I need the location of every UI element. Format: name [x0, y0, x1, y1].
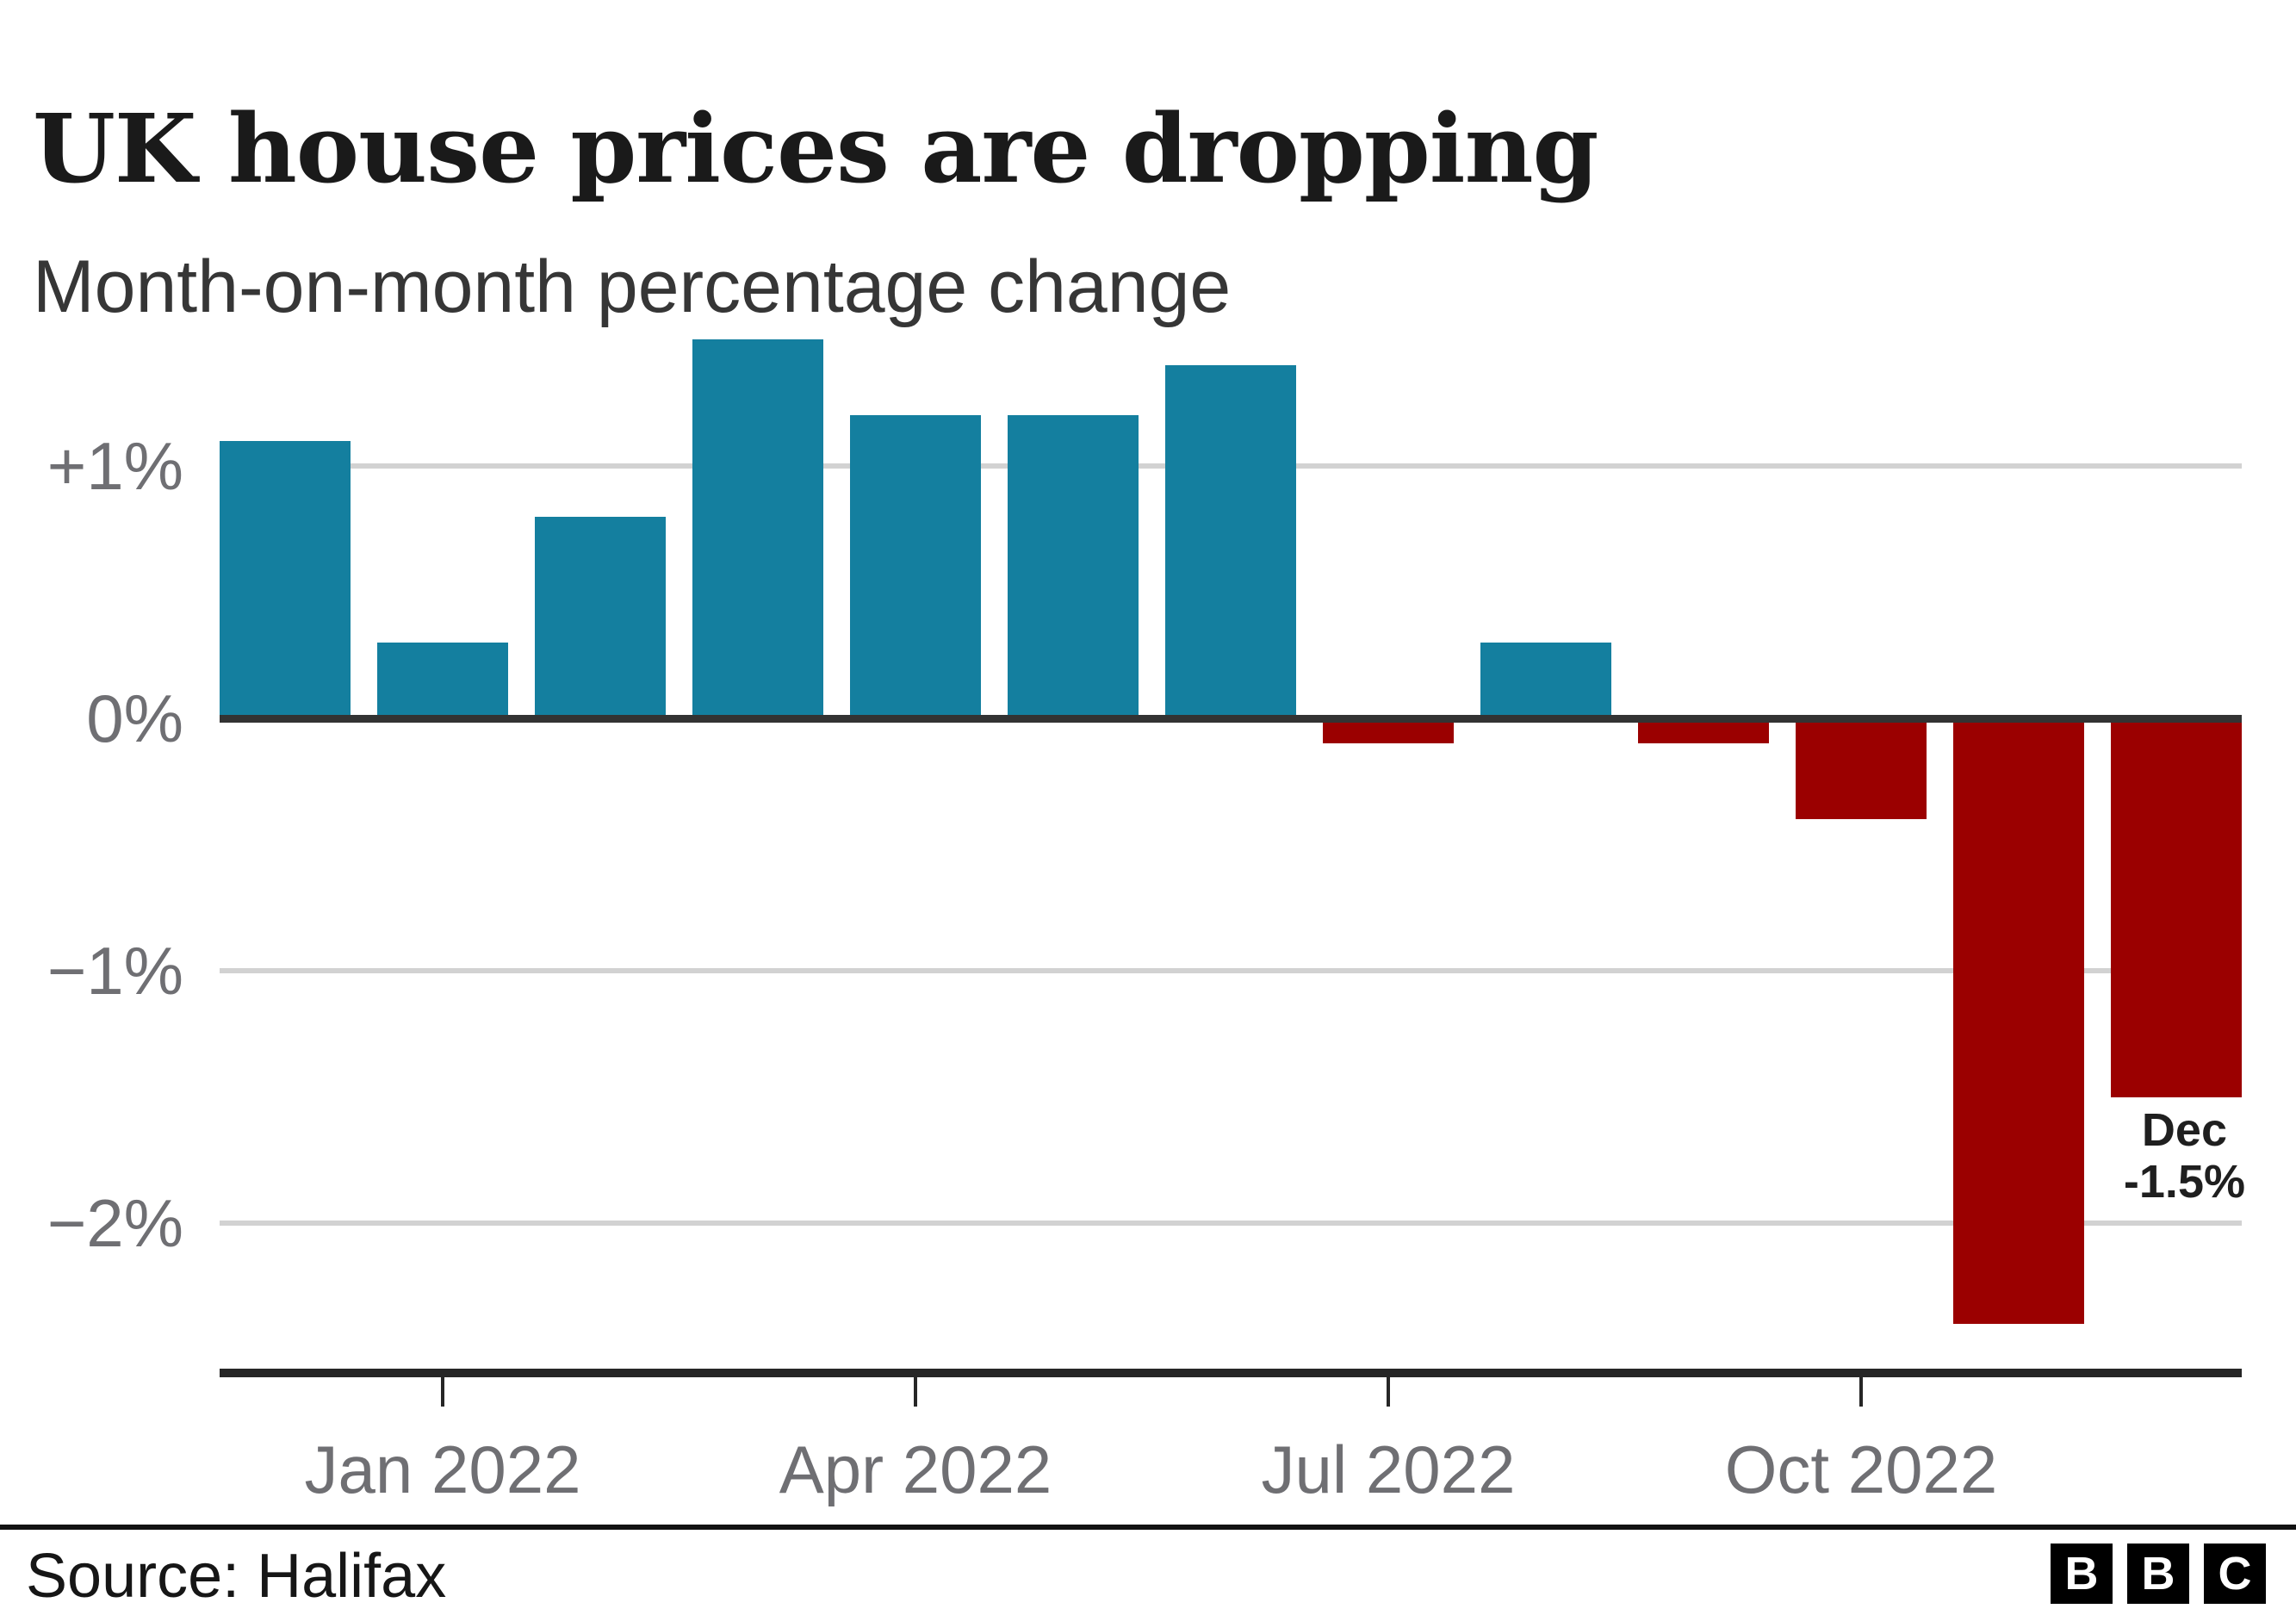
y-axis-label-−2%: −2% — [47, 1185, 183, 1261]
bbc-logo-square-2: B — [2127, 1544, 2189, 1604]
zero-baseline — [220, 715, 2242, 723]
bar-mar-2022 — [692, 339, 823, 718]
gridline-−2% — [220, 1221, 2242, 1226]
bar-jun-2022 — [1165, 365, 1296, 718]
bar-feb-2022 — [535, 517, 666, 718]
x-tick-jul-2022 — [1387, 1377, 1390, 1407]
y-axis-label-+1%: +1% — [47, 428, 183, 504]
annotation-value: -1.5% — [2123, 1156, 2245, 1208]
x-tick-jan-2022 — [441, 1377, 444, 1407]
bar-may-2022 — [1008, 415, 1139, 718]
bar-oct-2022 — [1796, 718, 1927, 819]
bar-dec-2022 — [2111, 718, 2242, 1097]
bar-nov-2022 — [1953, 718, 2084, 1324]
gridline-−1% — [220, 968, 2242, 973]
footer-divider — [0, 1525, 2296, 1530]
bar-dec-2021 — [220, 441, 351, 718]
bar-aug-2022 — [1480, 643, 1611, 718]
x-axis-line — [220, 1369, 2242, 1377]
bar-apr-2022 — [850, 415, 981, 718]
bar-jan-2022 — [377, 643, 508, 718]
x-axis-label-oct-2022: Oct 2022 — [1724, 1432, 1998, 1507]
dec-value-annotation: Dec -1.5% — [2124, 1104, 2245, 1208]
x-tick-apr-2022 — [914, 1377, 917, 1407]
y-axis-label-−1%: −1% — [47, 933, 183, 1009]
page-title: UK house prices are dropping — [33, 92, 1598, 204]
x-tick-oct-2022 — [1859, 1377, 1863, 1407]
chart-subtitle: Month-on-month percentage change — [33, 245, 1232, 328]
x-axis-label-jul-2022: Jul 2022 — [1261, 1432, 1516, 1507]
annotation-month: Dec — [2141, 1104, 2227, 1156]
bbc-logo-square-3: C — [2204, 1544, 2266, 1604]
x-axis-label-jan-2022: Jan 2022 — [304, 1432, 581, 1507]
x-axis-label-apr-2022: Apr 2022 — [779, 1432, 1052, 1507]
bbc-logo-square-1: B — [2051, 1544, 2113, 1604]
source-label: Source: Halifax — [26, 1542, 447, 1611]
y-axis-label-0%: 0% — [86, 680, 183, 756]
